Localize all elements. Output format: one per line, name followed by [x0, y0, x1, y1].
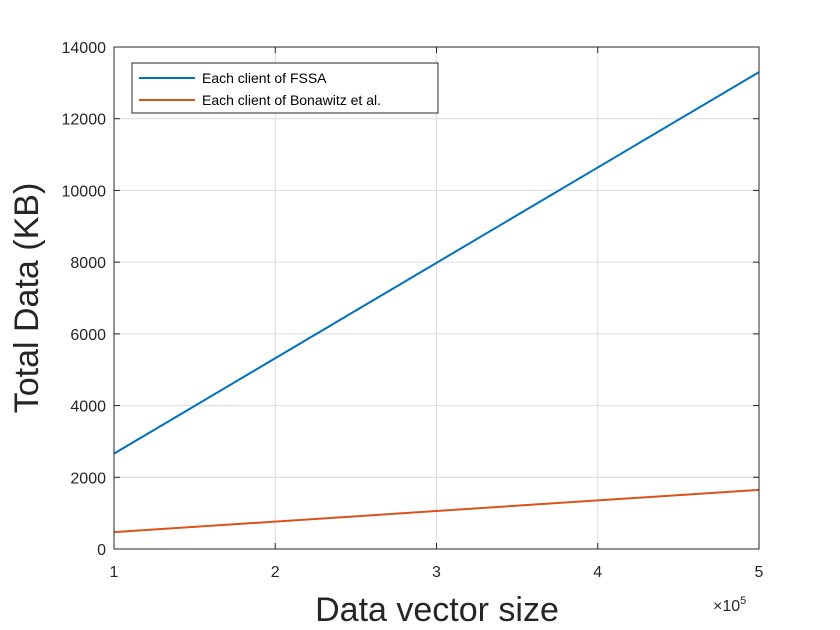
y-tick-label: 12000 [62, 112, 107, 129]
y-tick-label: 0 [97, 542, 106, 559]
legend: Each client of FSSA Each client of Bonawi… [131, 62, 439, 114]
x-axis-label: Data vector size [315, 591, 559, 629]
y-tick-label: 8000 [70, 255, 106, 272]
svg-text:×105: ×105 [713, 595, 746, 615]
y-tick-label: 14000 [62, 40, 107, 57]
x-tick-label: 3 [432, 564, 441, 581]
y-tick-label: 4000 [70, 399, 106, 416]
series-line-1 [113, 71, 760, 455]
axis-ticks [113, 46, 760, 550]
x-tick-label: 4 [593, 564, 602, 581]
series-line-2 [113, 488, 760, 534]
legend-box [131, 62, 439, 114]
tick-labels: 1 2 3 4 5 0 2000 4000 6000 8000 10000 12000 14000 [62, 40, 764, 581]
x-exponent-label: ×105 [713, 595, 746, 615]
y-tick-label: 10000 [62, 183, 107, 200]
x-tick-label: 2 [271, 564, 280, 581]
y-axis-label: Total Data (KB) [8, 183, 46, 414]
x-exponent-power: 5 [740, 595, 746, 607]
y-tick-label: 2000 [70, 470, 106, 487]
x-tick-label: 5 [755, 564, 764, 581]
legend-label-2: Each client of Bonawitz et al. [202, 92, 381, 108]
series-layer [113, 71, 760, 534]
legend-label-1: Each client of FSSA [202, 70, 327, 86]
y-tick-label: 6000 [70, 327, 106, 344]
x-tick-label: 1 [110, 564, 119, 581]
x-exponent-base: ×10 [713, 598, 740, 615]
